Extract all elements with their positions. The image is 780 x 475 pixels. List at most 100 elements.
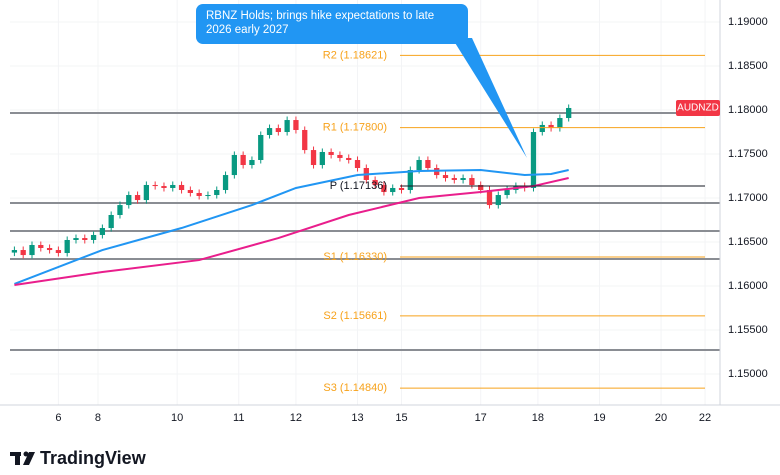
candle-body bbox=[566, 107, 572, 119]
candle-body bbox=[240, 154, 246, 166]
pivot-label: S3 (1.14840) bbox=[323, 382, 387, 394]
x-tick-label: 6 bbox=[55, 412, 61, 424]
candle-body bbox=[117, 205, 123, 215]
candle-body bbox=[425, 159, 431, 169]
candle-body bbox=[55, 250, 62, 254]
candle-body bbox=[460, 178, 466, 180]
candle-body bbox=[346, 157, 352, 160]
moving-average bbox=[14, 177, 569, 287]
pivot-label: S2 (1.15661) bbox=[323, 310, 387, 322]
candle-body bbox=[46, 247, 53, 251]
brand-name: TradingView bbox=[40, 448, 147, 468]
candle-body bbox=[398, 187, 405, 191]
candle-body bbox=[442, 175, 449, 179]
candle-body bbox=[407, 170, 413, 191]
x-tick-label: 10 bbox=[171, 412, 183, 424]
y-tick-label: 1.18000 bbox=[728, 104, 768, 116]
y-tick-label: 1.16000 bbox=[728, 280, 768, 292]
candle-body bbox=[390, 187, 396, 193]
candle-body bbox=[302, 129, 308, 151]
candle-body bbox=[196, 192, 202, 196]
callout-pointer bbox=[452, 38, 527, 158]
candle-body bbox=[275, 128, 281, 133]
candle-body bbox=[126, 195, 132, 206]
x-tick-label: 13 bbox=[351, 412, 363, 424]
brand-logo bbox=[10, 451, 35, 465]
candle-body bbox=[170, 184, 176, 188]
symbol-label: AUDNZD bbox=[677, 103, 719, 114]
candle-body bbox=[82, 238, 88, 240]
x-tick-label: 17 bbox=[475, 412, 487, 424]
candle-body bbox=[284, 120, 290, 133]
candle-body bbox=[73, 238, 79, 240]
pivot-label: S1 (1.16330) bbox=[323, 251, 387, 263]
moving-averages bbox=[14, 169, 569, 287]
candle-body bbox=[249, 159, 255, 166]
candle-body bbox=[214, 190, 220, 196]
axes: 1.19000 1.18500 1.18000 1.17500 1.17000 1.165… bbox=[55, 16, 767, 424]
candle-body bbox=[486, 190, 493, 206]
candle-body bbox=[293, 120, 299, 130]
x-tick-label: 22 bbox=[699, 412, 711, 424]
y-tick-label: 1.19000 bbox=[728, 16, 768, 28]
x-tick-label: 8 bbox=[95, 412, 101, 424]
candle-body bbox=[11, 250, 18, 253]
candle-body bbox=[258, 135, 264, 160]
candle-body bbox=[143, 184, 150, 201]
candle-body bbox=[266, 128, 273, 135]
candle-body bbox=[372, 179, 378, 185]
candle-body bbox=[539, 124, 545, 133]
candle-body bbox=[478, 184, 484, 191]
candle-body bbox=[99, 228, 106, 235]
candle-body bbox=[495, 195, 501, 206]
y-tick-label: 1.17500 bbox=[728, 148, 768, 160]
levels bbox=[10, 111, 720, 351]
x-tick-label: 15 bbox=[395, 412, 407, 424]
y-tick-label: 1.16500 bbox=[728, 236, 768, 248]
candle-body bbox=[20, 250, 26, 256]
pivots: R2 (1.18621) R1 (1.17800) P (1.17136) S1 (1… bbox=[323, 49, 705, 394]
candle-body bbox=[337, 154, 343, 158]
y-tick-label: 1.15500 bbox=[728, 324, 768, 336]
x-tick-label: 20 bbox=[655, 412, 667, 424]
candle-body bbox=[134, 195, 141, 201]
candle-body bbox=[310, 150, 317, 166]
candle-body bbox=[381, 184, 387, 193]
x-tick-label: 11 bbox=[233, 412, 244, 424]
candle-body bbox=[222, 175, 229, 191]
candle-body bbox=[90, 234, 97, 240]
x-tick-label: 19 bbox=[593, 412, 605, 424]
candle-body bbox=[64, 239, 70, 254]
candle-body bbox=[187, 190, 193, 193]
candle-body bbox=[451, 178, 457, 180]
y-tick-label: 1.15000 bbox=[728, 368, 768, 380]
annotation: RBNZ Holds; brings hike expectations to … bbox=[196, 4, 468, 44]
moving-average bbox=[14, 169, 569, 285]
x-tick-label: 18 bbox=[532, 412, 544, 424]
candle-body bbox=[38, 245, 44, 248]
pivot-label: R1 (1.17800) bbox=[323, 122, 387, 134]
candle-body bbox=[328, 151, 334, 155]
candle-body bbox=[530, 132, 537, 188]
price-tag bbox=[676, 99, 720, 116]
candle-body bbox=[319, 151, 325, 166]
pivot-label: R2 (1.18621) bbox=[323, 49, 387, 61]
candle-body bbox=[205, 195, 211, 197]
pivot-label: P (1.17136) bbox=[330, 180, 387, 192]
candle-body bbox=[504, 190, 510, 196]
y-tick-label: 1.17000 bbox=[728, 192, 768, 204]
candle-body bbox=[354, 159, 361, 169]
candle-body bbox=[557, 118, 563, 129]
candle-body bbox=[108, 214, 114, 229]
candle-body bbox=[231, 154, 237, 176]
candle-body bbox=[178, 184, 185, 191]
candle-body bbox=[416, 159, 422, 171]
x-tick-label: 12 bbox=[290, 412, 302, 424]
candle-body bbox=[152, 184, 158, 187]
candle-body bbox=[29, 245, 35, 256]
y-tick-label: 1.18500 bbox=[728, 60, 768, 72]
candle-body bbox=[548, 124, 554, 129]
candle-body bbox=[469, 178, 475, 185]
